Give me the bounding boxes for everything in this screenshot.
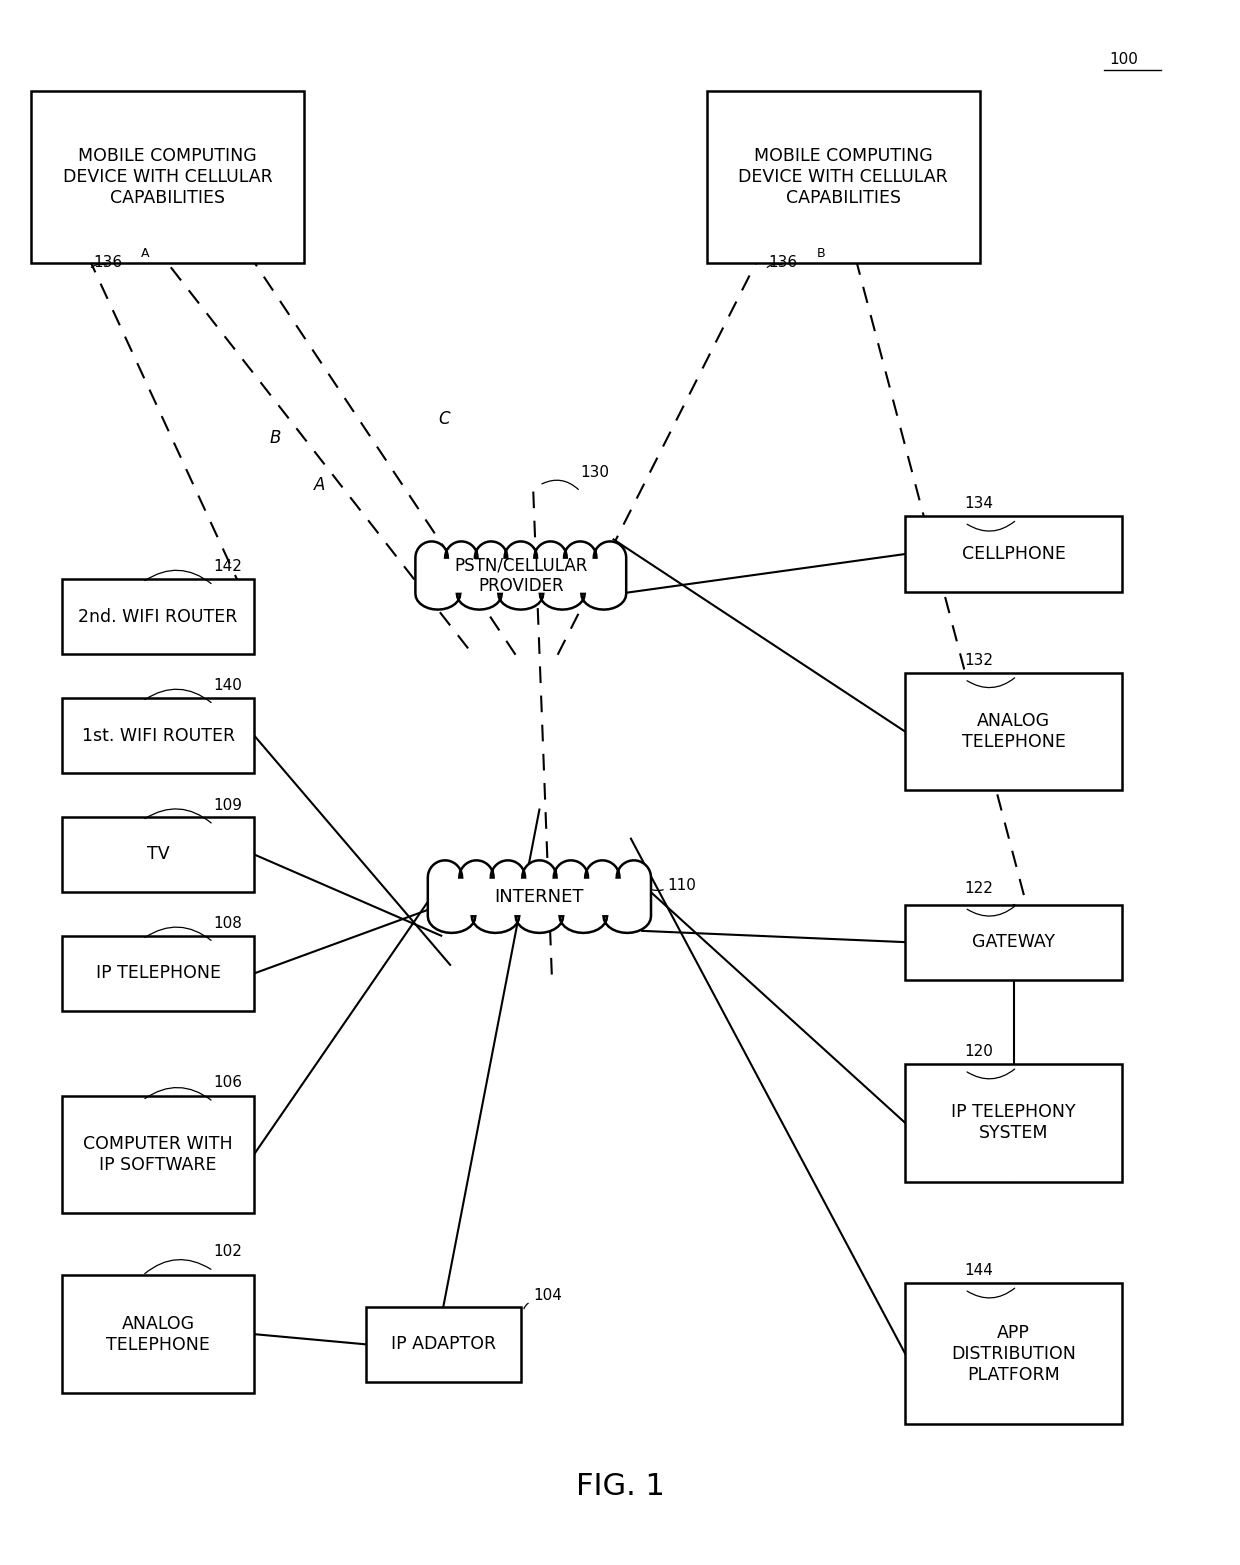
Bar [62, 817, 254, 892]
Text: 136: 136 [769, 255, 797, 271]
Bar [366, 1307, 521, 1382]
Text: IP TELEPHONY
SYSTEM: IP TELEPHONY SYSTEM [951, 1103, 1076, 1142]
Bar [62, 936, 254, 1011]
Text: B: B [269, 429, 281, 448]
Text: 1st. WIFI ROUTER: 1st. WIFI ROUTER [82, 726, 234, 745]
Text: 122: 122 [965, 881, 993, 897]
Text: PSTN/CELLULAR
PROVIDER: PSTN/CELLULAR PROVIDER [454, 557, 588, 595]
Text: CELLPHONE: CELLPHONE [962, 545, 1065, 563]
Text: B: B [817, 247, 826, 260]
Bar [905, 905, 1122, 980]
Text: 108: 108 [213, 916, 242, 931]
Text: 144: 144 [965, 1263, 993, 1279]
Text: 132: 132 [965, 653, 993, 668]
Text: MOBILE COMPUTING
DEVICE WITH CELLULAR
CAPABILITIES: MOBILE COMPUTING DEVICE WITH CELLULAR CA… [738, 147, 949, 207]
PathPatch shape [415, 541, 626, 610]
PathPatch shape [428, 861, 651, 933]
Bar [31, 91, 304, 263]
Bar [905, 1283, 1122, 1424]
Text: IP TELEPHONE: IP TELEPHONE [95, 964, 221, 983]
Text: 136: 136 [93, 255, 122, 271]
Text: INTERNET: INTERNET [495, 887, 584, 906]
Text: 110: 110 [667, 878, 696, 894]
Bar [62, 698, 254, 773]
Text: 102: 102 [213, 1244, 242, 1260]
Text: ANALOG
TELEPHONE: ANALOG TELEPHONE [107, 1315, 210, 1354]
Text: APP
DISTRIBUTION
PLATFORM: APP DISTRIBUTION PLATFORM [951, 1324, 1076, 1383]
Bar [905, 516, 1122, 592]
Text: GATEWAY: GATEWAY [972, 933, 1055, 952]
Text: TV: TV [146, 845, 170, 864]
Bar [905, 1064, 1122, 1182]
Text: COMPUTER WITH
IP SOFTWARE: COMPUTER WITH IP SOFTWARE [83, 1135, 233, 1174]
Text: 130: 130 [580, 465, 609, 480]
Text: 104: 104 [533, 1288, 562, 1304]
Text: 134: 134 [965, 496, 993, 512]
Text: 100: 100 [1110, 52, 1138, 67]
Text: 2nd. WIFI ROUTER: 2nd. WIFI ROUTER [78, 607, 238, 626]
Text: ANALOG
TELEPHONE: ANALOG TELEPHONE [962, 712, 1065, 751]
Bar [62, 1275, 254, 1393]
Text: 142: 142 [213, 559, 242, 574]
Text: FIG. 1: FIG. 1 [575, 1473, 665, 1501]
Text: IP ADAPTOR: IP ADAPTOR [391, 1335, 496, 1354]
Text: 109: 109 [213, 798, 242, 814]
Bar [707, 91, 980, 263]
Text: A: A [314, 476, 326, 495]
Text: 106: 106 [213, 1075, 242, 1091]
Text: 140: 140 [213, 678, 242, 693]
Text: MOBILE COMPUTING
DEVICE WITH CELLULAR
CAPABILITIES: MOBILE COMPUTING DEVICE WITH CELLULAR CA… [62, 147, 273, 207]
Text: C: C [438, 410, 450, 429]
Bar [62, 1096, 254, 1213]
Bar [62, 579, 254, 654]
Bar [905, 673, 1122, 790]
Text: A: A [141, 247, 150, 260]
Text: 120: 120 [965, 1044, 993, 1060]
